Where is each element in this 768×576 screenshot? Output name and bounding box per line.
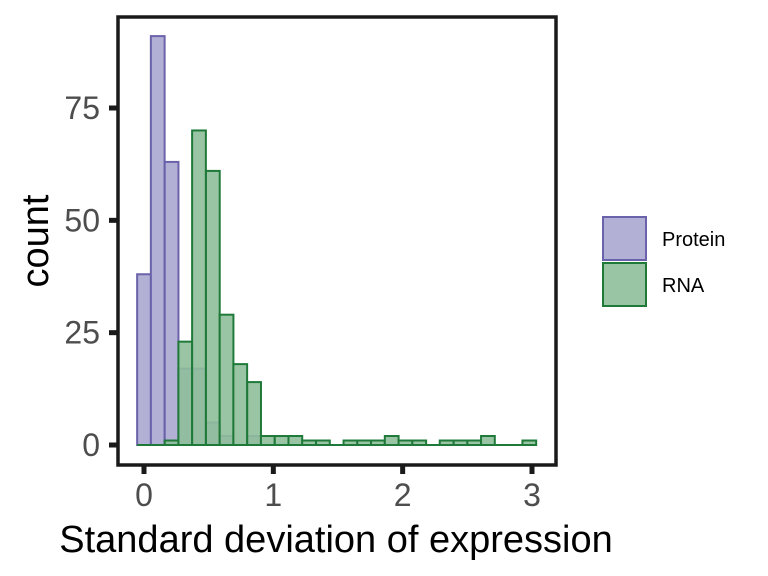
y-tick-label: 50 <box>64 202 100 238</box>
bar-rna-18 <box>383 435 400 447</box>
bar-rna-4 <box>191 129 207 446</box>
x-tick-label: 1 <box>264 477 282 513</box>
legend-key-rna <box>602 262 647 307</box>
bars-layer <box>136 35 538 447</box>
y-axis-title: count <box>15 194 57 287</box>
legend-label-protein: Protein <box>662 229 725 251</box>
bar-rna-25 <box>480 435 496 447</box>
legend-key-protein <box>602 216 647 261</box>
y-tick-label: 0 <box>82 427 100 463</box>
y-tick-label: 75 <box>64 90 100 126</box>
bar-rna-3 <box>177 340 194 446</box>
bar-protein-1 <box>149 35 166 447</box>
bar-rna-5 <box>204 169 221 446</box>
x-tick-label: 3 <box>523 477 541 513</box>
bar-rna-7 <box>232 363 249 446</box>
x-axis-title: Standard deviation of expression <box>59 519 612 561</box>
bar-rna-8 <box>246 381 262 446</box>
bar-protein-2 <box>163 160 180 446</box>
legend-label-rna: RNA <box>662 275 705 297</box>
x-tick-label: 2 <box>394 477 412 513</box>
plot-panel-border <box>116 15 558 467</box>
axis-layer: 0 1 2 3 0 25 50 75 <box>64 90 540 513</box>
bar-rna-11 <box>287 435 304 447</box>
x-tick-label: 0 <box>135 477 153 513</box>
bar-rna-10 <box>273 435 290 447</box>
bar-protein-0 <box>136 273 152 446</box>
y-tick-label: 25 <box>64 315 100 351</box>
bar-rna-9 <box>259 435 276 447</box>
legend: Protein RNA <box>602 216 725 307</box>
bar-rna-6 <box>218 313 235 446</box>
